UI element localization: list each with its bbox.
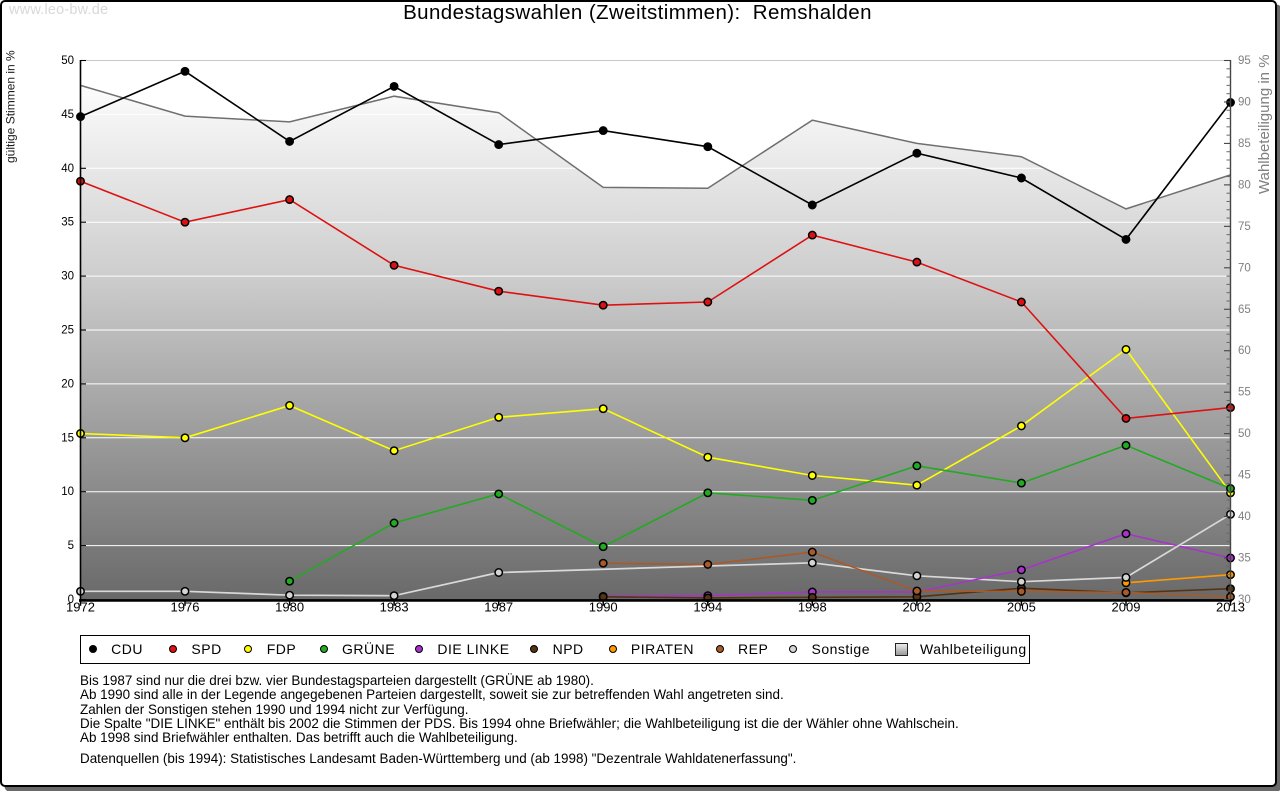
svg-text:35: 35	[1238, 553, 1251, 565]
svg-text:15: 15	[61, 432, 74, 444]
svg-text:1983: 1983	[380, 600, 409, 615]
svg-text:2009: 2009	[1112, 600, 1141, 615]
svg-text:35: 35	[61, 217, 74, 229]
svg-text:1976: 1976	[171, 600, 200, 615]
svg-text:gültige Stimmen in %: gültige Stimmen in %	[4, 50, 18, 163]
svg-text:65: 65	[1238, 304, 1251, 316]
svg-text:55: 55	[1238, 387, 1251, 399]
svg-text:45: 45	[61, 109, 74, 121]
svg-text:10: 10	[61, 486, 74, 498]
svg-text:95: 95	[1238, 55, 1251, 67]
svg-text:80: 80	[1238, 179, 1251, 191]
svg-text:1972: 1972	[66, 600, 95, 615]
svg-text:20: 20	[61, 378, 74, 390]
svg-text:30: 30	[1238, 594, 1251, 606]
svg-text:85: 85	[1238, 138, 1251, 150]
svg-text:1980: 1980	[275, 600, 304, 615]
svg-text:50: 50	[61, 55, 74, 67]
svg-text:90: 90	[1238, 97, 1251, 109]
svg-text:1998: 1998	[798, 600, 827, 615]
svg-text:2002: 2002	[902, 600, 931, 615]
svg-text:60: 60	[1238, 345, 1251, 357]
svg-text:1987: 1987	[484, 600, 513, 615]
svg-text:5: 5	[68, 540, 74, 552]
svg-text:70: 70	[1238, 262, 1251, 274]
svg-text:2005: 2005	[1007, 600, 1036, 615]
svg-text:0: 0	[68, 594, 74, 606]
svg-text:Wahlbeteiligung in %: Wahlbeteiligung in %	[1256, 54, 1273, 194]
svg-text:45: 45	[1238, 470, 1251, 482]
svg-text:25: 25	[61, 325, 74, 337]
svg-text:40: 40	[1238, 511, 1251, 523]
svg-text:1990: 1990	[589, 600, 618, 615]
svg-text:40: 40	[61, 163, 74, 175]
svg-text:2013: 2013	[1216, 600, 1245, 615]
svg-text:1994: 1994	[693, 600, 722, 615]
svg-text:75: 75	[1238, 221, 1251, 233]
svg-text:30: 30	[61, 271, 74, 283]
svg-text:50: 50	[1238, 428, 1251, 440]
